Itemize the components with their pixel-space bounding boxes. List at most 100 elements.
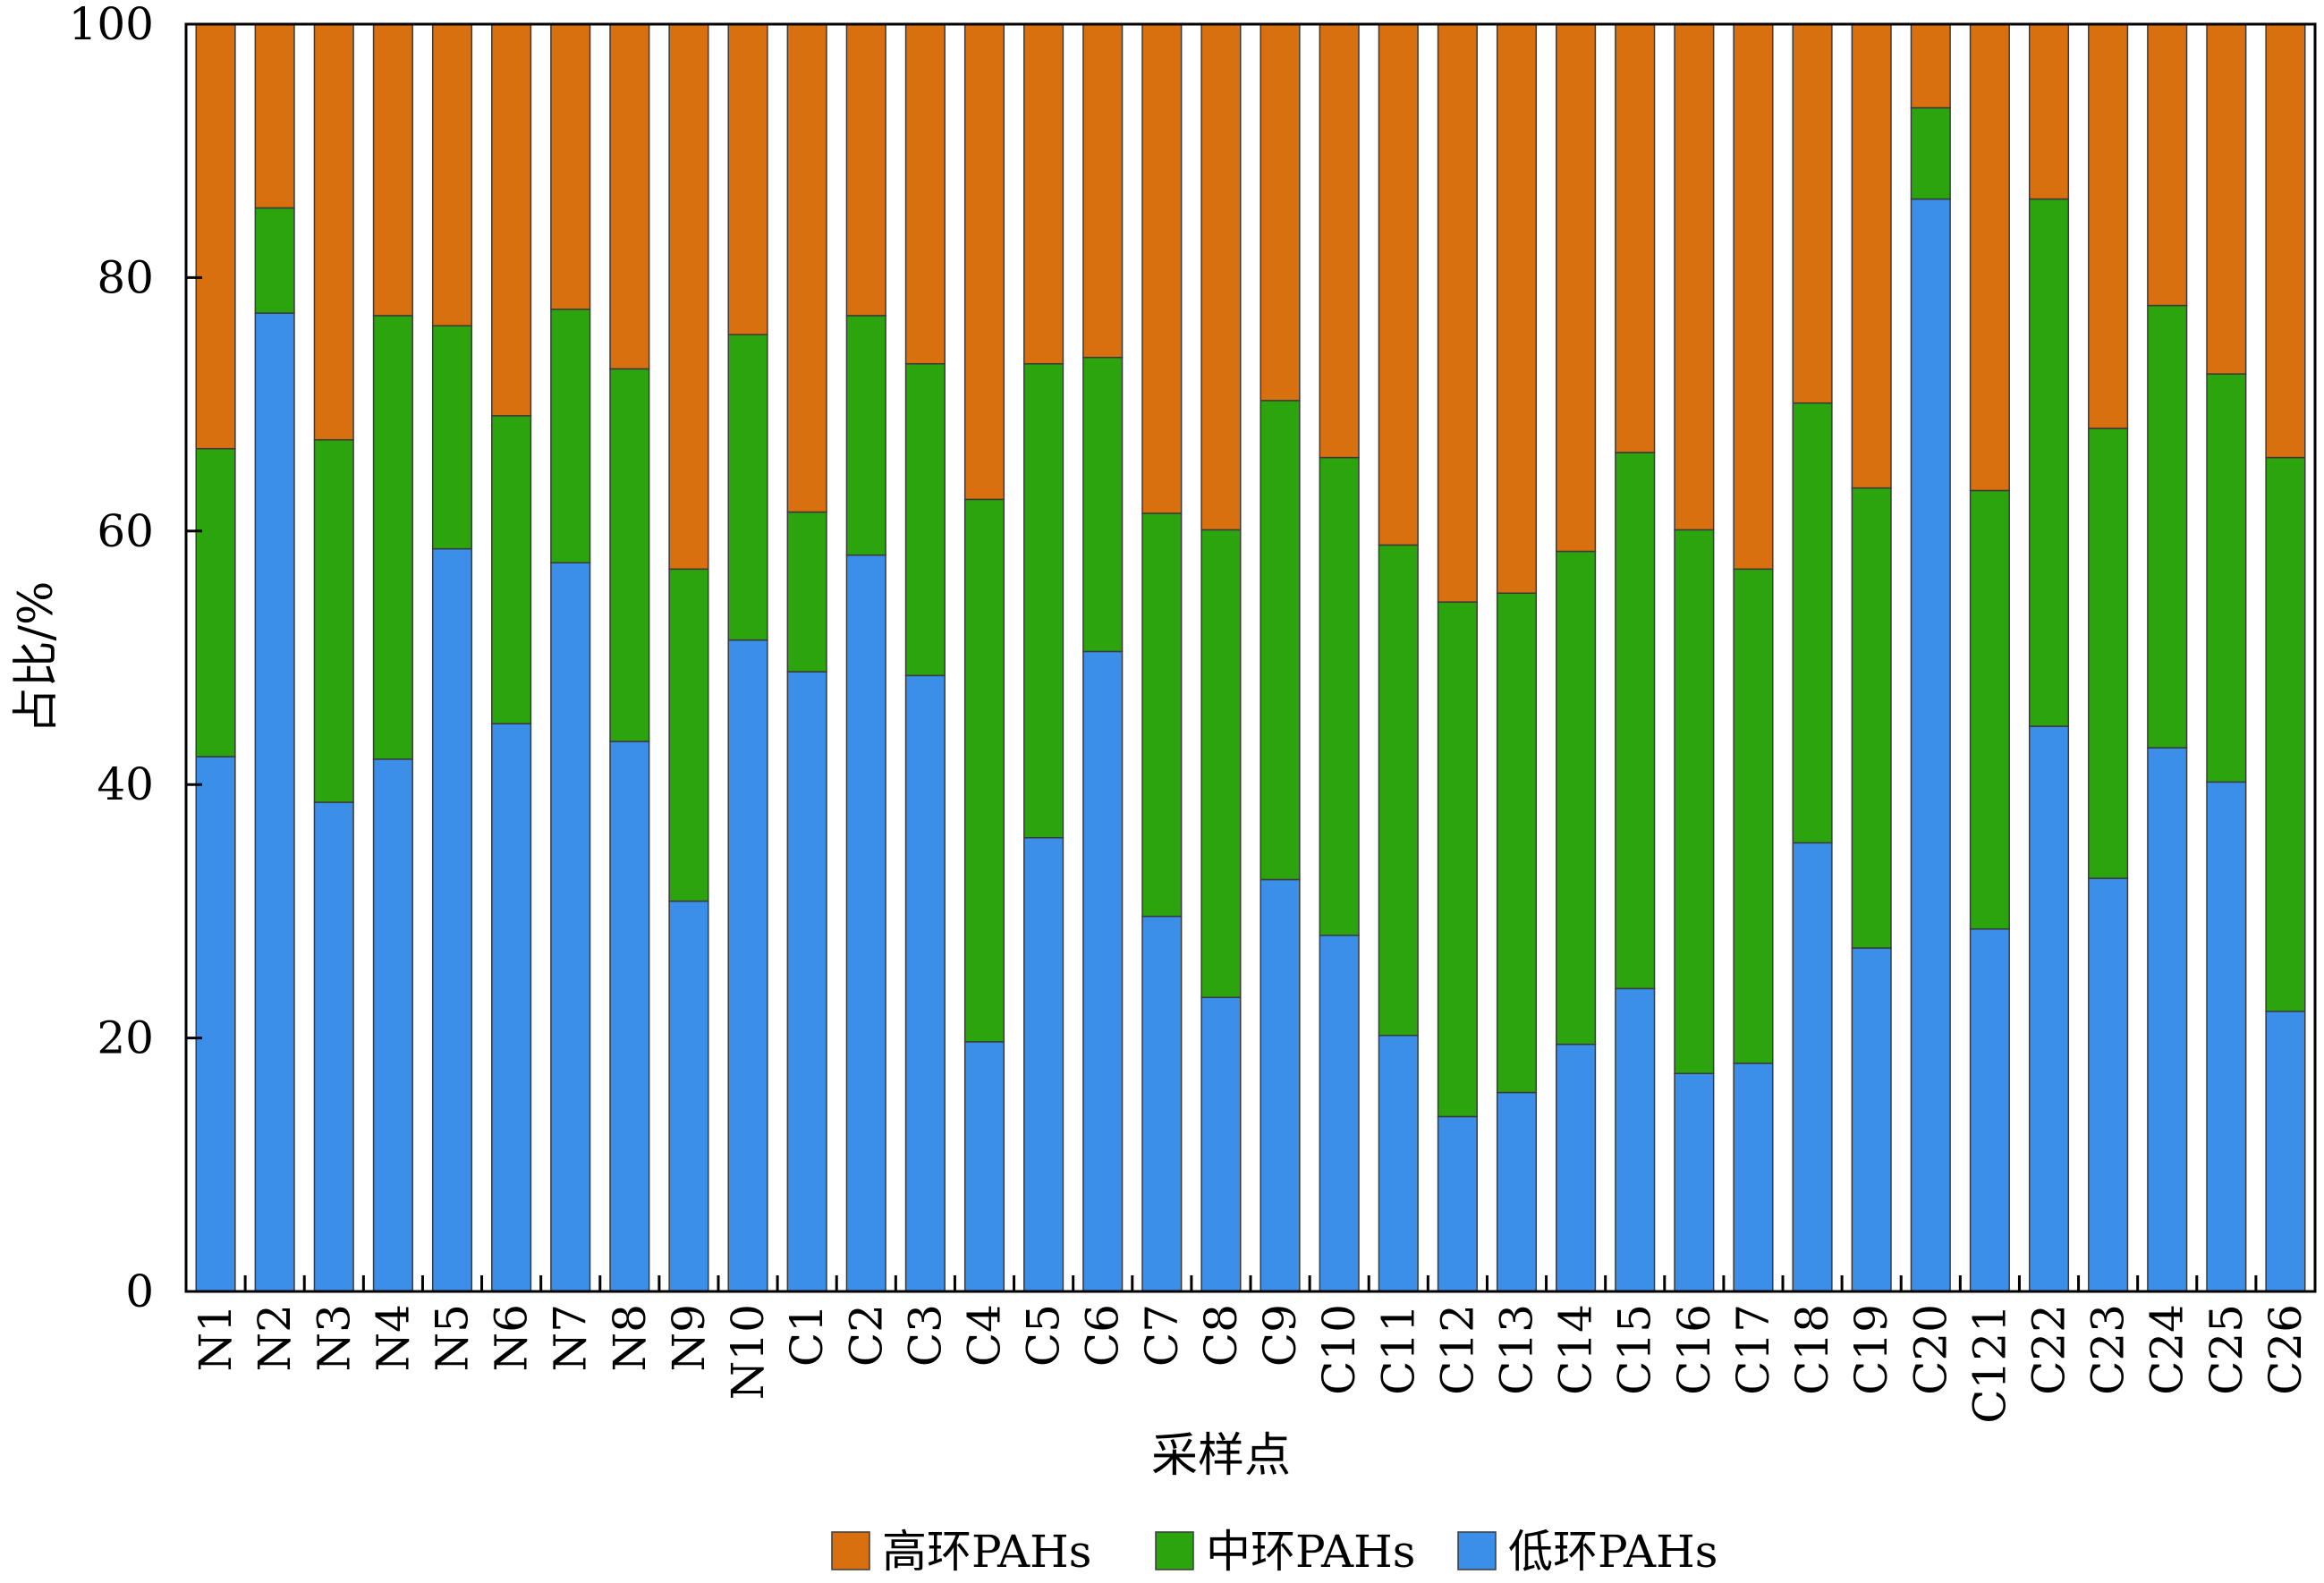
y-tick-label: 80 bbox=[97, 251, 154, 303]
bar-segment bbox=[254, 23, 295, 209]
bar-segment bbox=[1260, 400, 1301, 881]
bar-segment bbox=[1733, 23, 1774, 571]
bar-segment bbox=[2265, 456, 2306, 1012]
bar-segment bbox=[1496, 1091, 1538, 1292]
bar-segment bbox=[845, 554, 886, 1292]
bar-segment bbox=[1556, 1043, 1597, 1292]
bar-segment bbox=[1674, 529, 1715, 1075]
bar-segment bbox=[1082, 356, 1124, 653]
bar-segment bbox=[786, 23, 827, 513]
bar-segment bbox=[372, 758, 413, 1292]
bar-segment bbox=[1378, 23, 1419, 546]
bar-segment bbox=[1200, 529, 1242, 998]
bar-segment bbox=[313, 801, 354, 1292]
x-tick-label: C13 bbox=[1491, 1304, 1543, 1395]
bar-segment bbox=[1615, 987, 1656, 1292]
bar-segment bbox=[1023, 23, 1064, 365]
bar-segment bbox=[1733, 568, 1774, 1064]
x-tick-label: C4 bbox=[959, 1304, 1011, 1367]
bar-segment bbox=[668, 568, 709, 902]
legend: 高环PAHs 中环PAHs 低环PAHs bbox=[831, 1526, 1718, 1578]
x-tick-label: C14 bbox=[1550, 1304, 1602, 1395]
x-tick-label: C1 bbox=[781, 1304, 833, 1367]
bar-segment bbox=[195, 756, 236, 1292]
bar-segment bbox=[550, 562, 591, 1292]
bar-segment bbox=[1437, 601, 1478, 1118]
x-tick-label: N7 bbox=[545, 1304, 597, 1372]
bar-segment bbox=[2147, 23, 2188, 307]
y-tick-label: 0 bbox=[125, 1266, 154, 1317]
bar-segment bbox=[668, 23, 709, 571]
bar-segment bbox=[1378, 544, 1419, 1037]
bar-segment bbox=[668, 900, 709, 1292]
bar-segment bbox=[372, 23, 413, 317]
bar-segment bbox=[1556, 23, 1597, 553]
x-tick-label: C12 bbox=[1431, 1304, 1483, 1395]
bar-segment bbox=[1792, 842, 1833, 1292]
bar-segment bbox=[1141, 23, 1183, 514]
bar-segment bbox=[609, 741, 650, 1292]
bar-segment bbox=[845, 315, 886, 556]
bar-segment bbox=[1910, 106, 1951, 200]
bar-segment bbox=[431, 23, 473, 326]
bar-segment bbox=[431, 547, 473, 1292]
bar-segment bbox=[550, 23, 591, 310]
bar-segment bbox=[313, 23, 354, 441]
bar-segment bbox=[786, 511, 827, 673]
legend-swatch bbox=[1457, 1531, 1497, 1570]
bar-segment bbox=[1260, 878, 1301, 1292]
bar-segment bbox=[1319, 935, 1360, 1292]
x-tick-label: C9 bbox=[1254, 1304, 1306, 1367]
x-tick-label: C2 bbox=[840, 1304, 892, 1367]
bar-segment bbox=[254, 207, 295, 314]
x-tick-label: N2 bbox=[249, 1304, 301, 1372]
x-tick-label: C7 bbox=[1136, 1304, 1188, 1367]
bar-segment bbox=[2206, 23, 2247, 375]
x-tick-label: C17 bbox=[1727, 1304, 1779, 1395]
bar-segment bbox=[1200, 23, 1242, 531]
bar-segment bbox=[1200, 996, 1242, 1292]
bar-segment bbox=[1378, 1035, 1419, 1292]
bar-segment bbox=[1496, 23, 1538, 594]
x-tick-label: N1 bbox=[190, 1304, 242, 1372]
x-tick-label: C121 bbox=[1964, 1304, 2015, 1424]
bar-segment bbox=[1969, 23, 2010, 492]
bar-segment bbox=[1733, 1062, 1774, 1292]
bar-segment bbox=[1556, 550, 1597, 1045]
bar-segment bbox=[550, 309, 591, 563]
bar-segment bbox=[2265, 1011, 2306, 1292]
bar-segment bbox=[904, 674, 946, 1292]
bar-segment bbox=[1851, 487, 1892, 949]
bars-layer bbox=[195, 23, 2306, 1292]
x-tick-label: C16 bbox=[1668, 1304, 1720, 1395]
bar-segment bbox=[1792, 23, 1833, 404]
bar-segment bbox=[2088, 23, 2129, 429]
legend-label: 高环PAHs bbox=[882, 1526, 1091, 1578]
bar-segment bbox=[2147, 304, 2188, 749]
bar-segment bbox=[1023, 363, 1064, 839]
bar-segment bbox=[845, 23, 886, 317]
bar-segment bbox=[1851, 23, 1892, 489]
bar-segment bbox=[1437, 23, 1478, 603]
bar-segment bbox=[372, 315, 413, 760]
bar-segment bbox=[609, 23, 650, 370]
x-tick-label: C5 bbox=[1018, 1304, 1070, 1367]
bar-segment bbox=[1674, 1072, 1715, 1292]
x-tick-label: C25 bbox=[2201, 1304, 2252, 1395]
bar-segment bbox=[727, 334, 768, 641]
y-tick-label: 60 bbox=[97, 505, 154, 557]
bar-segment bbox=[1615, 23, 1656, 453]
bar-segment bbox=[1910, 198, 1951, 1292]
bar-segment bbox=[2088, 427, 2129, 879]
x-axis: N1 N2 N3 N4 N5 N6 N7 N8 N9 N10 C1 C2 C3 C4 C5 C6 C7 C8 C9 C… bbox=[190, 1275, 2311, 1424]
bar-segment bbox=[1319, 456, 1360, 936]
bar-segment bbox=[1023, 836, 1064, 1292]
y-tick-label: 20 bbox=[97, 1012, 154, 1064]
bar-segment bbox=[2028, 198, 2070, 727]
y-axis-label: 占比/% bbox=[10, 581, 64, 734]
x-tick-label: N3 bbox=[308, 1304, 360, 1372]
bar-segment bbox=[2028, 23, 2070, 200]
bar-segment bbox=[254, 312, 295, 1292]
x-tick-label: C26 bbox=[2260, 1304, 2311, 1395]
